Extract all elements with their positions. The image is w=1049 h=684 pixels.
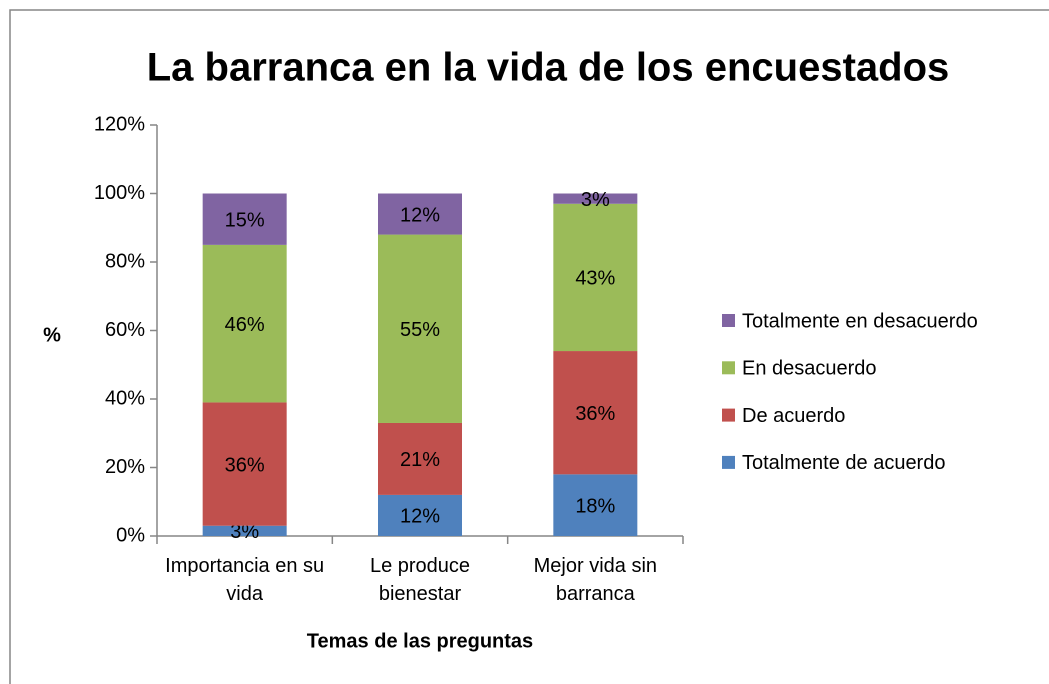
legend-swatch: [722, 361, 735, 375]
data-label: 36%: [225, 454, 265, 476]
data-label: 43%: [575, 268, 615, 290]
bar-segment: [378, 234, 462, 423]
x-tick-label: Mejor vida sin barranca: [533, 555, 658, 605]
bar-segment: [202, 193, 287, 245]
bar-segment: [378, 193, 462, 235]
legend-swatch: [722, 314, 735, 327]
bar-segment: [378, 422, 462, 495]
x-axis-title: Temas de las preguntas: [307, 630, 533, 652]
y-tick-label: 0%: [116, 524, 145, 546]
data-label: 21%: [400, 449, 440, 471]
legend-label: Totalmente de acuerdo: [742, 452, 945, 474]
bar-segment: [202, 402, 287, 526]
y-tick-label: 120%: [94, 113, 145, 135]
bar-segment: [553, 474, 638, 536]
chart-title: La barranca en la vida de los encuestado…: [147, 46, 950, 90]
bar-segment: [553, 193, 638, 204]
bar-segment: [202, 244, 287, 403]
data-label: 36%: [575, 403, 615, 425]
data-label: 15%: [225, 209, 265, 231]
x-tick-label: Importancia en su vida: [165, 555, 325, 605]
bar-segment: [202, 525, 287, 536]
legend-swatch: [722, 408, 735, 422]
data-label: 3%: [581, 189, 610, 211]
data-label: 12%: [400, 204, 440, 226]
chart-border: [9, 9, 1049, 684]
y-tick-label: 60%: [105, 319, 145, 341]
y-tick-label: 20%: [105, 456, 145, 478]
y-axis-title: %: [43, 324, 61, 346]
data-label: 3%: [230, 521, 259, 543]
data-label: 55%: [400, 319, 440, 341]
y-tick-label: 80%: [105, 250, 145, 272]
legend-label: Totalmente en desacuerdo: [742, 310, 978, 332]
legend-swatch: [722, 455, 735, 469]
y-tick-label: 100%: [94, 182, 145, 204]
data-label: 12%: [400, 506, 440, 528]
y-tick-label: 40%: [105, 387, 145, 409]
legend-label: En desacuerdo: [742, 358, 877, 380]
bar-segment: [553, 351, 638, 475]
data-label: 46%: [225, 314, 265, 336]
bar-segment: [378, 494, 462, 536]
bar-segment: [553, 203, 638, 352]
legend-label: De acuerdo: [742, 405, 845, 427]
data-label: 18%: [575, 495, 615, 517]
x-tick-label: Le produce bienestar: [369, 555, 471, 605]
